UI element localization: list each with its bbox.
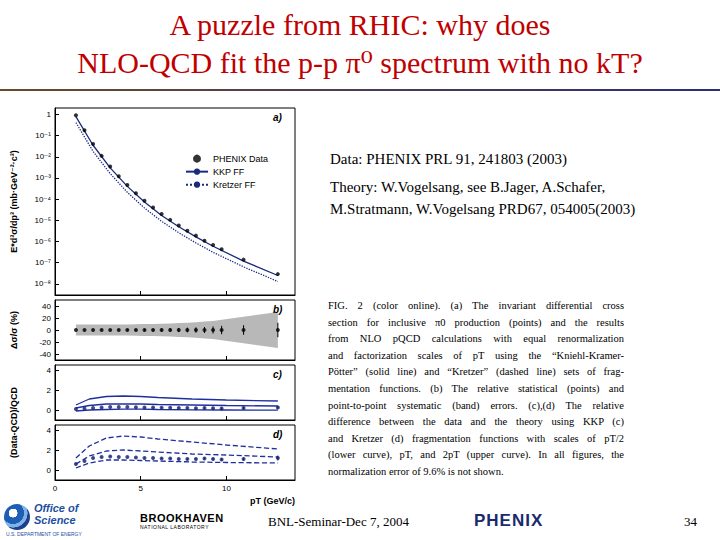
svg-text:-20: -20 xyxy=(39,338,51,347)
svg-text:4: 4 xyxy=(47,366,52,375)
html-text:and factorization scales of pT: and factorization scales of pT using the… xyxy=(328,349,624,361)
svg-text:E*d³σ/dp³ (mb·GeV⁻²·c³): E*d³σ/dp³ (mb·GeV⁻²·c³) xyxy=(9,150,19,252)
svg-text:b): b) xyxy=(273,304,283,315)
html-text:BROOKHAVEN: BROOKHAVEN xyxy=(140,512,224,524)
html-text:M.Stratmann, W.Vogelsang PRD67: M.Stratmann, W.Vogelsang PRD67, 054005(2… xyxy=(330,201,636,217)
svg-text:10⁻⁷: 10⁻⁷ xyxy=(35,258,51,267)
html-text:Pötter” (solid line) and “Kret: Pötter” (solid line) and “Kretzer” (dash… xyxy=(328,366,624,378)
svg-text:4: 4 xyxy=(47,426,52,435)
svg-text:5: 5 xyxy=(138,484,143,493)
svg-text:PHENIX Data: PHENIX Data xyxy=(213,154,268,164)
html-text:point-to-point systematic (ban: point-to-point systematic (band) errors.… xyxy=(328,399,624,411)
html-text:mentation functions. (b) The r: mentation functions. (b) The relative st… xyxy=(328,383,624,394)
html-text:Theory: W.Vogelsang, see B.Jag: Theory: W.Vogelsang, see B.Jager, A.Scha… xyxy=(330,179,606,195)
html-text:and Kretzer (d) fragmentation: and Kretzer (d) fragmentation functions … xyxy=(328,432,624,444)
html-text:difference between the data an: difference between the data and the theo… xyxy=(328,416,624,428)
html-text:PHENIX: PHENIX xyxy=(474,511,544,530)
svg-text:10: 10 xyxy=(222,484,231,493)
svg-text:pT (GeV/c): pT (GeV/c) xyxy=(250,496,295,506)
svg-text:1: 1 xyxy=(47,110,52,119)
svg-text:10⁻⁶: 10⁻⁶ xyxy=(35,237,51,246)
svg-text:0: 0 xyxy=(47,466,52,475)
html-text:FIG. 2 (color online). (a) The: FIG. 2 (color online). (a) The invariant… xyxy=(328,300,624,311)
html-text:34: 34 xyxy=(684,514,697,529)
html-text:Data: PHENIX PRL 91, 241803 (2: Data: PHENIX PRL 91, 241803 (2003) xyxy=(330,151,567,167)
svg-text:d): d) xyxy=(273,429,283,440)
html-text:Office of: Office of xyxy=(34,502,79,514)
svg-text:40: 40 xyxy=(42,302,51,311)
html-text:Science: Science xyxy=(34,514,76,526)
html-text:normalization error of 9.6% is: normalization error of 9.6% is not shown… xyxy=(328,465,504,477)
svg-text:c): c) xyxy=(273,369,283,380)
html-text:from NLO pQCD calculations wit: from NLO pQCD calculations with equal re… xyxy=(328,333,624,345)
svg-text:(Data-QCD)/QCD: (Data-QCD)/QCD xyxy=(9,387,19,458)
html-text:A puzzle from RHIC: why does: A puzzle from RHIC: why does xyxy=(169,8,551,41)
html-text:BNL-Seminar-Dec 7, 2004: BNL-Seminar-Dec 7, 2004 xyxy=(268,514,409,529)
svg-text:2: 2 xyxy=(47,446,52,455)
html-text:U.S. DEPARTMENT OF ENERGY: U.S. DEPARTMENT OF ENERGY xyxy=(6,531,82,537)
svg-text:0: 0 xyxy=(47,326,52,335)
svg-text:10⁻³: 10⁻³ xyxy=(35,173,51,182)
svg-text:KKP FF: KKP FF xyxy=(213,167,245,177)
svg-text:0: 0 xyxy=(53,484,58,493)
svg-text:10⁻⁸: 10⁻⁸ xyxy=(35,279,52,288)
svg-text:10⁻⁴: 10⁻⁴ xyxy=(34,195,51,204)
svg-text:a): a) xyxy=(273,112,283,123)
svg-text:20: 20 xyxy=(42,314,51,323)
svg-text:10⁻⁵: 10⁻⁵ xyxy=(35,216,51,225)
html-text:(lower curve), pT, and 2pT (up: (lower curve), pT, and 2pT (upper curve)… xyxy=(328,449,624,461)
svg-text:10⁻¹: 10⁻¹ xyxy=(35,131,51,140)
svg-text:Kretzer FF: Kretzer FF xyxy=(213,180,256,190)
svg-text:10⁻²: 10⁻² xyxy=(35,152,51,161)
html-text:NLO-QCD fit the p-p π⁰ spectru: NLO-QCD fit the p-p π⁰ spectrum with no … xyxy=(77,46,643,79)
html-text:NATIONAL LABORATORY: NATIONAL LABORATORY xyxy=(140,524,209,530)
svg-text:-40: -40 xyxy=(39,350,51,359)
svg-text:0: 0 xyxy=(47,406,52,415)
svg-text:2: 2 xyxy=(47,386,52,395)
svg-text:Δσ/σ (%): Δσ/σ (%) xyxy=(9,311,19,349)
html-text:section for inclusive π0 produ: section for inclusive π0 production (poi… xyxy=(328,316,624,328)
